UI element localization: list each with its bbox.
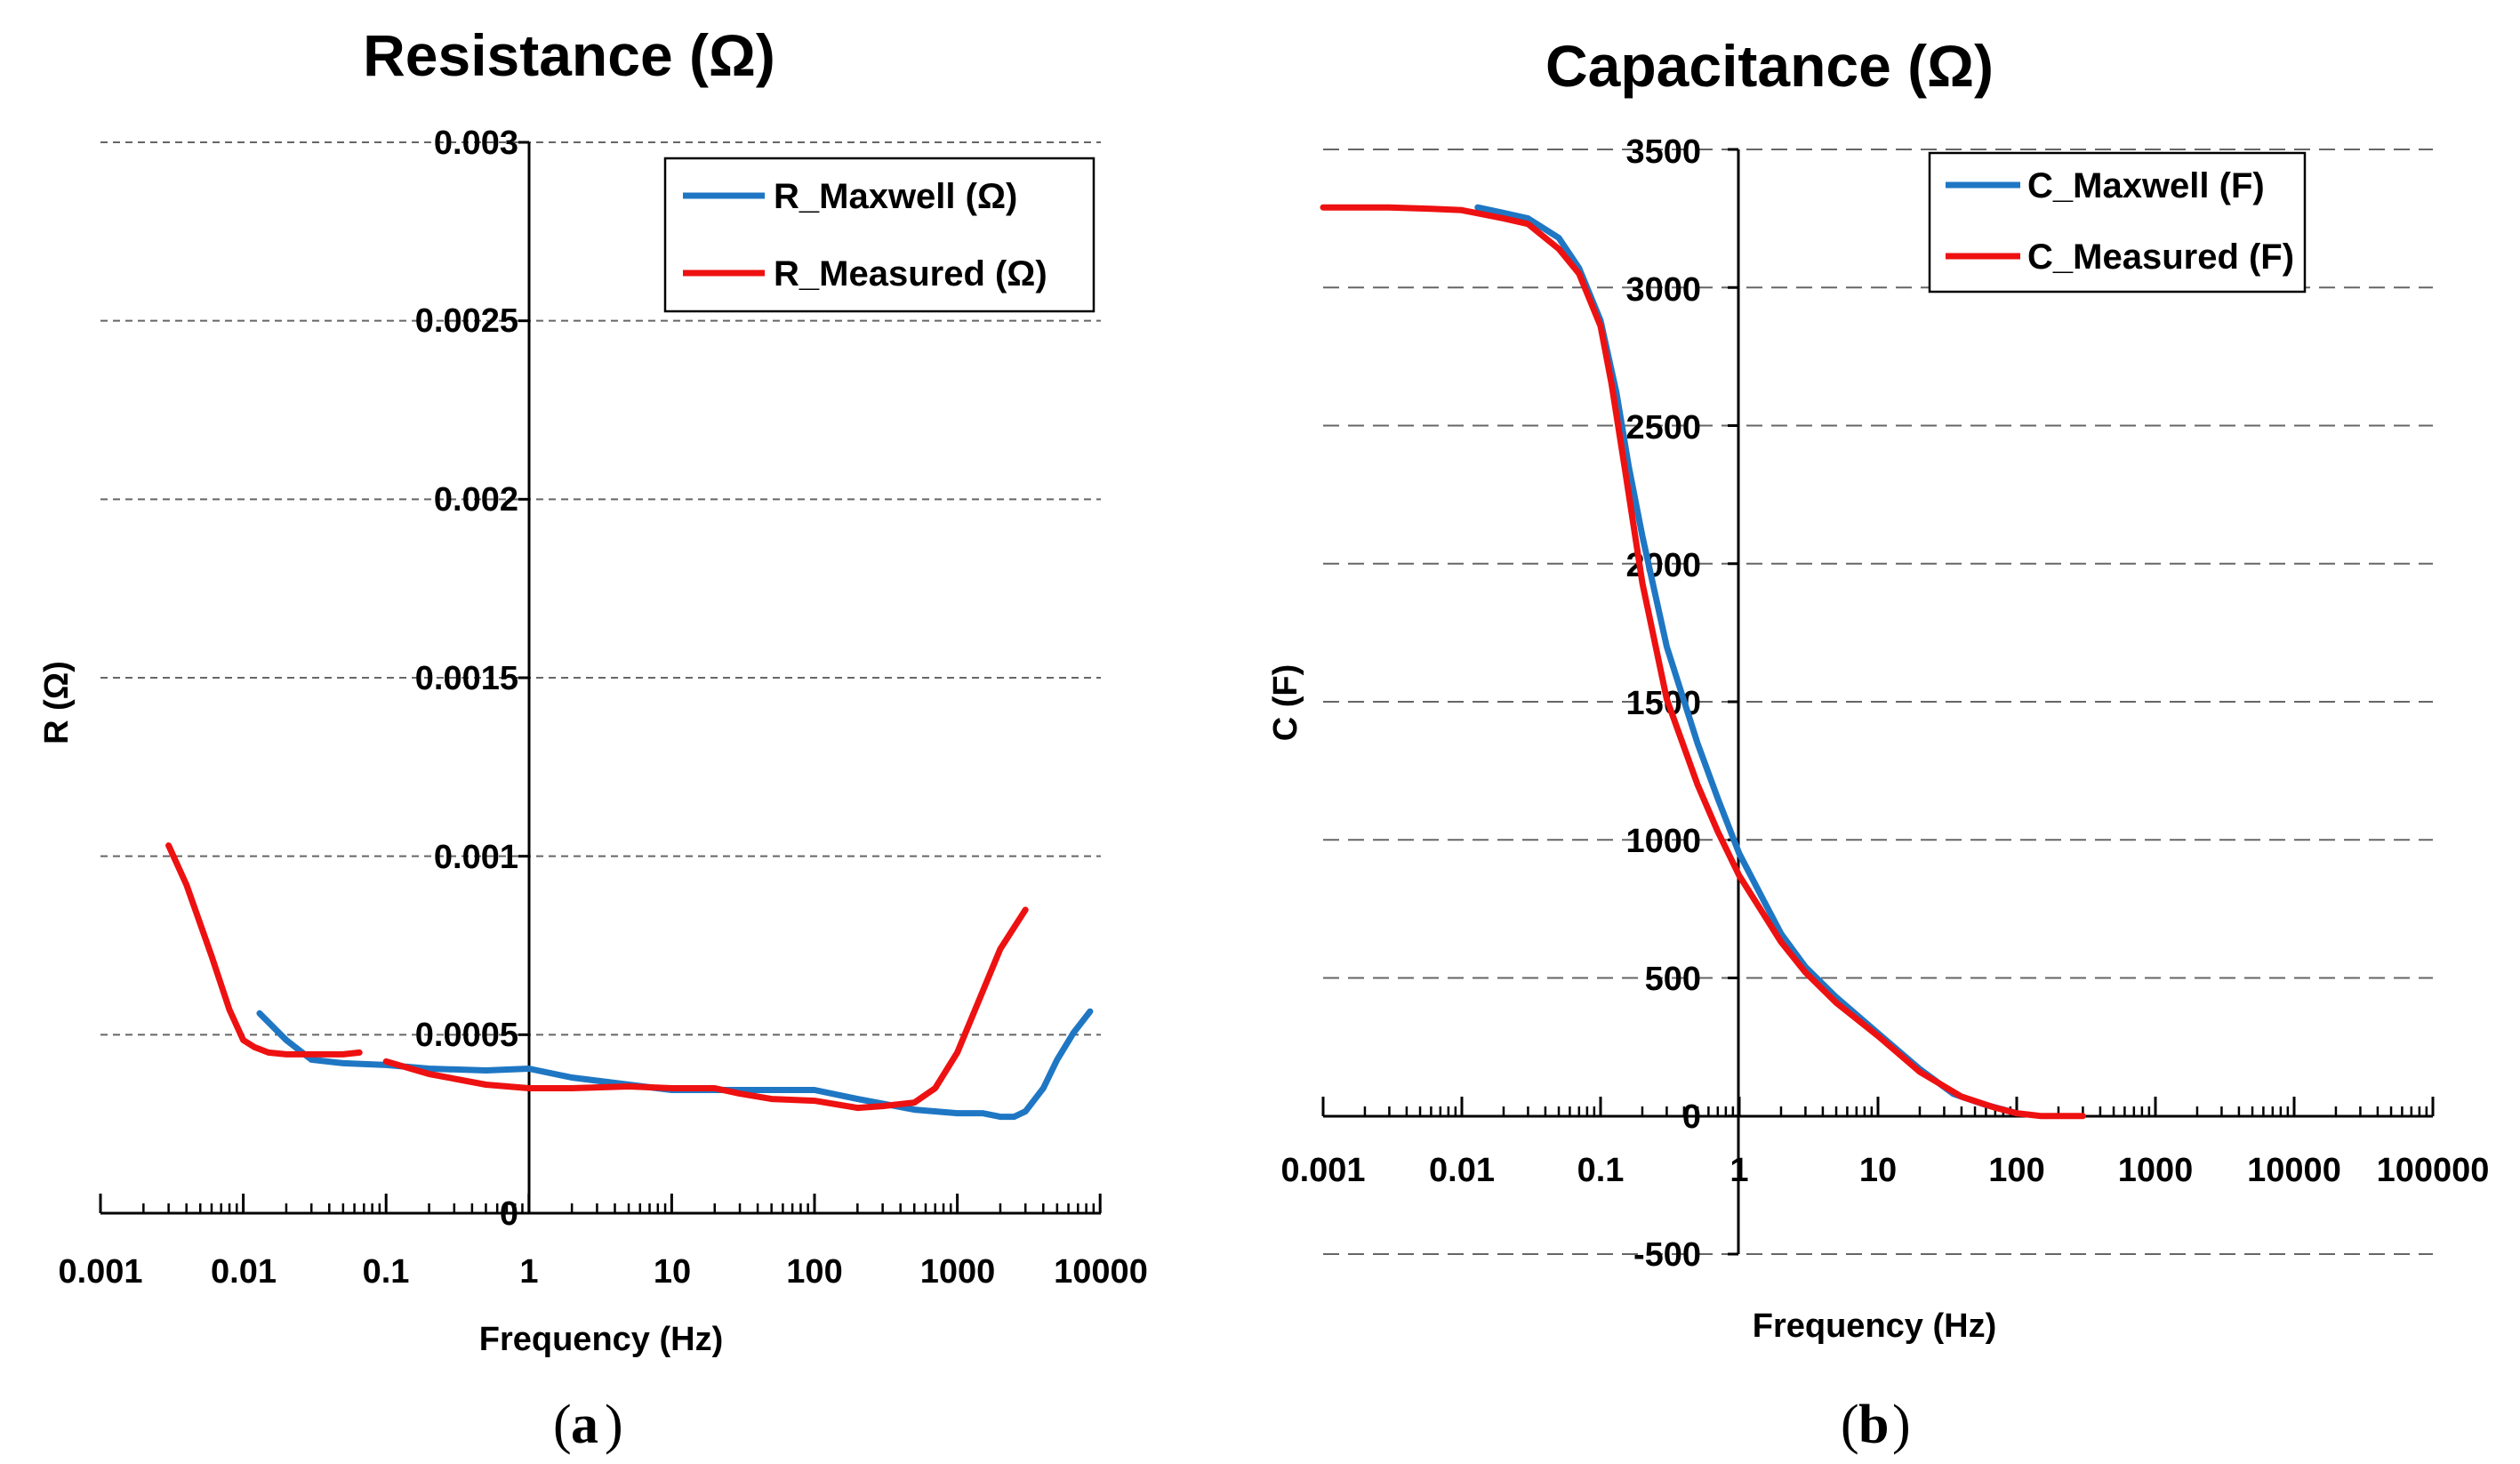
y-tick-label: 3000: [1625, 271, 1701, 309]
caption-close-paren: ): [605, 1395, 623, 1455]
legend-box: [663, 157, 1095, 313]
legend-label-r-measured: R_Measured (Ω): [774, 254, 1047, 294]
y-tick-label: 3500: [1625, 133, 1701, 171]
x-tick-label: 0.01: [211, 1253, 277, 1291]
capacitance-x-tick-labels: 0.001 0.01 0.1 1 10 100 1000 10000 10000…: [1280, 1152, 2489, 1189]
x-tick-label: 1: [519, 1253, 538, 1291]
caption-a: ( a ): [553, 1395, 623, 1455]
y-tick-label: 500: [1645, 961, 1701, 998]
capacitance-series: [1320, 204, 2086, 1120]
x-tick-label: 10: [654, 1253, 691, 1291]
caption-open-paren: (: [553, 1395, 572, 1455]
capacitance-x-minor-ticks: [1321, 1097, 2435, 1116]
resistance-x-minor-ticks: [99, 1194, 1102, 1213]
x-tick-label: 10: [1859, 1152, 1897, 1189]
caption-label-a: a: [571, 1395, 598, 1455]
resistance-title: Resistance (Ω): [363, 22, 775, 88]
capacitance-legend: C_Maxwell (F) C_Measured (F): [1928, 151, 2307, 294]
series-line-r-maxwell: [256, 1008, 1094, 1121]
x-tick-label: 0.1: [1577, 1152, 1625, 1189]
series-line-r-measured: [165, 842, 363, 1058]
x-tick-label: 1: [1729, 1152, 1748, 1189]
legend-box: [1928, 151, 2307, 294]
capacitance-gridlines: [1323, 149, 2433, 1255]
y-tick-label: 2500: [1625, 409, 1701, 446]
legend-label-c-maxwell: C_Maxwell (F): [2027, 166, 2265, 205]
resistance-gridlines: [100, 141, 1101, 1036]
resistance-legend: R_Maxwell (Ω) R_Measured (Ω): [663, 157, 1095, 313]
x-tick-label: 1000: [2118, 1152, 2194, 1189]
series-line-c-measured-f: [1320, 204, 2086, 1120]
capacitance-x-axis-label: Frequency (Hz): [1753, 1307, 1996, 1345]
y-tick-label: 1000: [1625, 823, 1701, 860]
capacitance-y-tick-labels: -500 0 500 1000 1500 2000 2500 3000 3500: [1625, 133, 1701, 1274]
resistance-x-tick-labels: 0.001 0.01 0.1 1 10 100 1000 10000: [58, 1253, 1147, 1291]
caption-close-paren: ): [1892, 1395, 1911, 1455]
caption-b: ( b ): [1841, 1395, 1911, 1455]
resistance-y-tick-labels: 0 0.0005 0.001 0.0015 0.002 0.0025 0.003: [415, 125, 518, 1233]
resistance-y-ticks: [518, 141, 529, 1215]
x-tick-label: 0.001: [58, 1253, 142, 1291]
series-line-r-measured: [382, 906, 1029, 1112]
resistance-series: [165, 842, 1094, 1121]
capacitance-y-axis-label: C (F): [1267, 664, 1304, 742]
capacitance-panel: Capacitance (Ω) -500 0 500 1000 1500 200…: [1267, 33, 2489, 1455]
x-tick-label: 0.01: [1429, 1152, 1495, 1189]
x-tick-label: 10000: [1054, 1253, 1148, 1291]
x-tick-label: 100000: [2377, 1152, 2490, 1189]
caption-label-b: b: [1858, 1395, 1889, 1455]
x-tick-label: 10000: [2247, 1152, 2341, 1189]
y-tick-label: -500: [1633, 1236, 1701, 1274]
x-tick-label: 1000: [920, 1253, 996, 1291]
resistance-y-axis-label: R (Ω): [38, 661, 76, 744]
x-tick-label: 100: [1988, 1152, 2044, 1189]
y-tick-label: 0.001: [434, 839, 518, 876]
caption-open-paren: (: [1841, 1395, 1859, 1455]
y-tick-label: 0: [500, 1195, 518, 1233]
y-tick-label: 0.002: [434, 481, 518, 519]
x-tick-label: 0.1: [363, 1253, 410, 1291]
capacitance-title: Capacitance (Ω): [1545, 33, 1994, 99]
resistance-x-axis-label: Frequency (Hz): [479, 1321, 723, 1358]
x-tick-label: 0.001: [1280, 1152, 1365, 1189]
y-tick-label: 0.003: [434, 125, 518, 162]
y-tick-label: 0: [1682, 1098, 1701, 1136]
x-tick-label: 100: [786, 1253, 842, 1291]
y-tick-label: 0.0015: [415, 660, 518, 697]
resistance-panel: Resistance (Ω) 0 0.0005 0.001 0.0015 0.0…: [38, 22, 1148, 1455]
y-tick-label: 0.0025: [415, 302, 518, 340]
y-tick-label: 0.0005: [415, 1017, 518, 1054]
legend-label-c-measured: C_Measured (F): [2027, 237, 2294, 277]
capacitance-y-ticks: [1728, 148, 1738, 1256]
legend-label-r-maxwell: R_Maxwell (Ω): [774, 177, 1017, 216]
